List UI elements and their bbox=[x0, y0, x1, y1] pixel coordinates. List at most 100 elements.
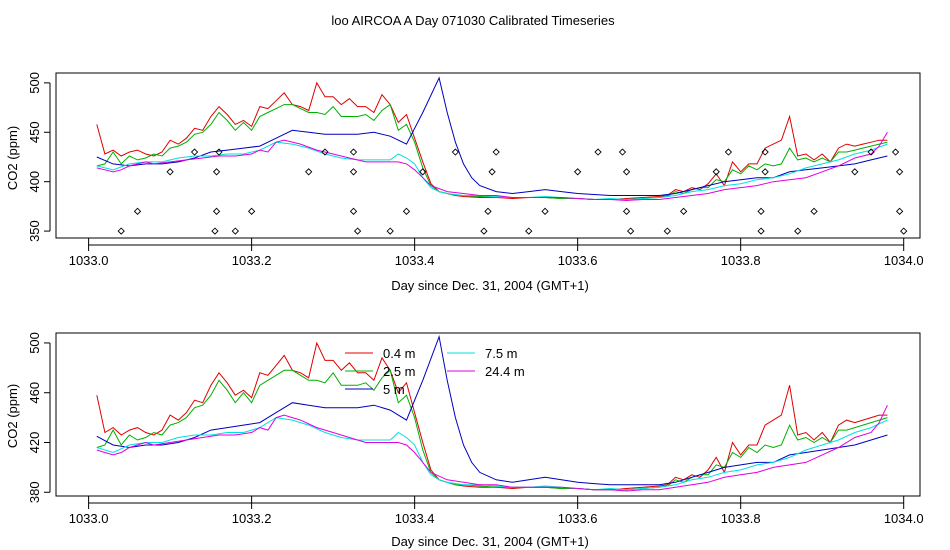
top-flag-marker bbox=[133, 207, 142, 215]
bottom-x-tick-label: 1034.0 bbox=[884, 511, 924, 526]
bottom-x-axis-label: Day since Dec. 31, 2004 (GMT+1) bbox=[391, 534, 589, 549]
top-flag-marker bbox=[215, 148, 223, 156]
top-x-axis-label: Day since Dec. 31, 2004 (GMT+1) bbox=[391, 278, 589, 293]
bottom-x-tick-label: 1033.2 bbox=[232, 511, 272, 526]
bottom-y-tick-label: 460 bbox=[27, 382, 42, 404]
top-flag-marker bbox=[895, 168, 904, 176]
top-flag-marker bbox=[212, 207, 221, 215]
top-series-line-0 bbox=[96, 81, 888, 200]
top-flag-marker bbox=[622, 207, 631, 215]
top-flag-marker bbox=[895, 207, 904, 215]
top-series-line-2 bbox=[96, 76, 888, 196]
top-plot-frame bbox=[55, 72, 921, 239]
bottom-x-tick-label: 1033.0 bbox=[69, 511, 109, 526]
top-flag-marker bbox=[525, 227, 533, 235]
top-x-axis: 1033.0 1033.2 1033.4 1033.6 1033.8 1034.0 bbox=[69, 238, 924, 268]
bottom-legend-label: 0.4 m bbox=[383, 346, 416, 361]
top-flag-marker bbox=[212, 168, 221, 176]
bottom-legend-label: 5 m bbox=[383, 382, 405, 397]
figure-title: loo AIRCOA A Day 071030 Calibrated Times… bbox=[331, 13, 615, 28]
top-flag-marker bbox=[305, 168, 313, 176]
top-flag-marker bbox=[761, 168, 769, 176]
top-y-tick-label: 400 bbox=[27, 171, 42, 193]
bottom-x-tick-label: 1033.8 bbox=[721, 511, 761, 526]
top-flag-marker bbox=[757, 207, 765, 215]
bottom-panel: 1033.0 1033.2 1033.4 1033.6 1033.8 1034.0 380… bbox=[5, 332, 924, 549]
top-x-tick-label: 1033.2 bbox=[232, 253, 272, 268]
top-flag-marker bbox=[900, 227, 908, 235]
top-x-tick-label: 1033.6 bbox=[558, 253, 598, 268]
top-x-tick-label: 1034.0 bbox=[884, 253, 924, 268]
top-y-tick-label: 350 bbox=[27, 220, 42, 242]
top-flag-marker bbox=[321, 148, 329, 156]
top-flag-marker bbox=[349, 168, 358, 176]
top-series-lines bbox=[96, 76, 888, 202]
top-x-tick-label: 1033.4 bbox=[395, 253, 435, 268]
top-y-tick-label: 500 bbox=[27, 72, 42, 94]
top-flag-marker bbox=[724, 148, 733, 156]
top-flag-marker bbox=[492, 148, 500, 156]
top-flag-marker bbox=[663, 227, 671, 235]
top-series-line-3 bbox=[96, 141, 888, 201]
top-flag-marker bbox=[402, 207, 411, 215]
top-flag-markers bbox=[117, 148, 908, 235]
top-flag-marker bbox=[353, 227, 362, 235]
top-series-line-4 bbox=[96, 132, 888, 202]
bottom-series-lines bbox=[96, 334, 888, 492]
top-flag-marker bbox=[867, 148, 875, 156]
top-flag-marker bbox=[117, 227, 125, 235]
bottom-y-tick-label: 380 bbox=[27, 481, 42, 503]
bottom-x-axis: 1033.0 1033.2 1033.4 1033.6 1033.8 1034.0 bbox=[69, 496, 924, 526]
bottom-series-line-1 bbox=[96, 369, 888, 491]
top-flag-marker bbox=[622, 168, 631, 176]
top-flag-marker bbox=[541, 207, 549, 215]
top-x-tick-label: 1033.8 bbox=[721, 253, 761, 268]
top-flag-marker bbox=[190, 148, 199, 156]
top-flag-marker bbox=[891, 148, 900, 156]
bottom-legend-label: 24.4 m bbox=[485, 364, 525, 379]
top-flag-marker bbox=[451, 148, 460, 156]
top-y-axis-label: CO2 (ppm) bbox=[5, 126, 20, 190]
top-flag-marker bbox=[627, 227, 635, 235]
bottom-plot-frame bbox=[55, 332, 921, 497]
top-y-axis: 350 400 450 500 bbox=[27, 72, 51, 242]
top-flag-marker bbox=[349, 148, 358, 156]
bottom-x-tick-label: 1033.6 bbox=[558, 511, 598, 526]
top-flag-marker bbox=[618, 148, 627, 156]
bottom-series-line-2 bbox=[96, 334, 888, 486]
top-x-tick-label: 1033.0 bbox=[69, 253, 109, 268]
top-flag-marker bbox=[574, 168, 582, 176]
bottom-y-tick-label: 500 bbox=[27, 332, 42, 354]
top-series-line-1 bbox=[96, 103, 888, 200]
bottom-y-tick-label: 420 bbox=[27, 432, 42, 454]
top-flag-marker bbox=[211, 227, 219, 235]
top-flag-marker bbox=[679, 207, 688, 215]
bottom-legend-label: 7.5 m bbox=[485, 346, 518, 361]
top-flag-marker bbox=[488, 168, 496, 176]
bottom-legend-label: 2.5 m bbox=[383, 364, 416, 379]
top-flag-marker bbox=[247, 207, 256, 215]
top-flag-marker bbox=[851, 168, 859, 176]
top-flag-marker bbox=[480, 227, 488, 235]
top-flag-marker bbox=[166, 168, 174, 176]
top-flag-marker bbox=[231, 227, 239, 235]
top-flag-marker bbox=[386, 227, 394, 235]
bottom-y-axis: 380 420 460 500 bbox=[27, 332, 51, 503]
bottom-series-line-3 bbox=[96, 417, 888, 491]
top-flag-marker bbox=[712, 168, 720, 176]
top-flag-marker bbox=[794, 227, 802, 235]
top-flag-marker bbox=[419, 168, 427, 176]
top-flag-marker bbox=[484, 207, 492, 215]
bottom-x-tick-label: 1033.4 bbox=[395, 511, 435, 526]
bottom-legend: 0.4 m 2.5 m 5 m 7.5 m 24.4 m bbox=[345, 346, 525, 397]
top-panel: 1033.0 1033.2 1033.4 1033.6 1033.8 1034.0 350… bbox=[5, 72, 924, 293]
top-flag-marker bbox=[757, 227, 765, 235]
bottom-y-axis-label: CO2 (ppm) bbox=[5, 384, 20, 448]
top-flag-marker bbox=[810, 207, 818, 215]
top-flag-marker bbox=[594, 148, 602, 156]
top-y-tick-label: 450 bbox=[27, 121, 42, 143]
top-flag-marker bbox=[761, 148, 769, 156]
top-flag-marker bbox=[349, 207, 358, 215]
